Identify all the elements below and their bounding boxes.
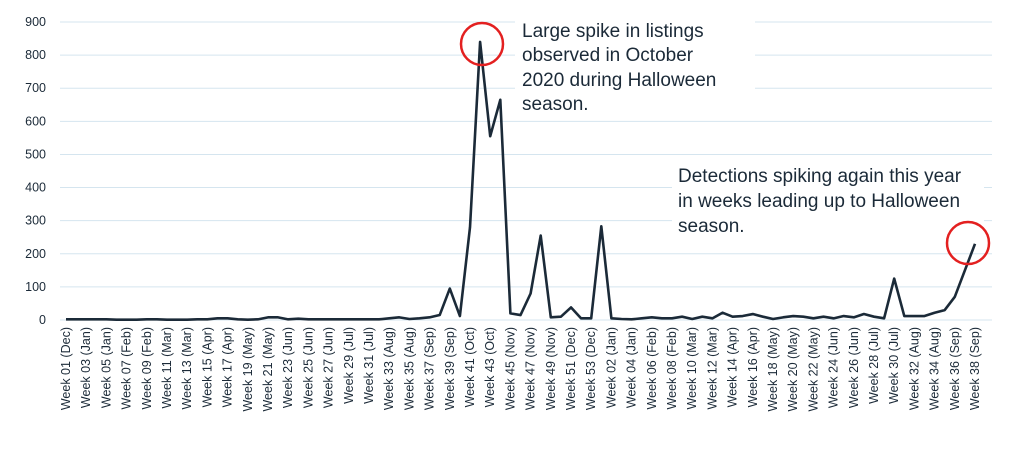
x-tick-label: Week 10 (Mar)	[685, 327, 699, 409]
y-tick-label: 500	[25, 147, 46, 161]
x-tick-label: Week 24 (Jun)	[827, 327, 841, 408]
y-tick-label: 800	[25, 48, 46, 62]
x-tick-label: Week 21 (May)	[261, 327, 275, 412]
x-tick-label: Week 29 (Jul)	[342, 327, 356, 404]
x-tick-label: Week 26 (Jun)	[847, 327, 861, 408]
x-tick-label: Week 31 (Jul)	[362, 327, 376, 404]
x-tick-label: Week 15 (Apr)	[200, 327, 214, 407]
annotation: in weeks leading up to Halloween	[678, 191, 960, 212]
x-tick-label: Week 11 (Mar)	[160, 327, 174, 409]
x-tick-label: Week 25 (Jun)	[301, 327, 315, 408]
x-tick-label: Week 04 (Jan)	[625, 327, 639, 408]
x-tick-label: Week 49 (Nov)	[544, 327, 558, 410]
x-tick-label: Week 53 (Dec)	[584, 327, 598, 410]
x-tick-label: Week 33 (Aug)	[382, 327, 396, 410]
x-tick-label: Week 51 (Dec)	[564, 327, 578, 410]
x-tick-label: Week 22 (May)	[806, 327, 820, 412]
x-tick-label: Week 08 (Feb)	[665, 327, 679, 409]
y-tick-label: 0	[39, 313, 46, 327]
y-tick-label: 900	[25, 15, 46, 29]
x-tick-label: Week 05 (Jan)	[99, 327, 113, 408]
x-tick-label: Week 27 (Jun)	[322, 327, 336, 408]
y-tick-label: 600	[25, 114, 46, 128]
annotation-bg	[515, 8, 755, 116]
y-tick-label: 300	[25, 214, 46, 228]
annotation: Large spike in listings	[522, 21, 704, 42]
x-tick-label: Week 28 (Jul)	[867, 327, 881, 404]
x-tick-label: Week 03 (Jan)	[79, 327, 93, 408]
y-tick-label: 100	[25, 280, 46, 294]
annotation: season.	[678, 216, 745, 237]
x-tick-label: Week 36 (Sep)	[948, 327, 962, 410]
x-tick-label: Week 43 (Oct)	[483, 327, 497, 407]
y-tick-label: 200	[25, 247, 46, 261]
x-tick-label: Week 17 (Apr)	[221, 327, 235, 407]
x-tick-label: Week 41 (Oct)	[463, 327, 477, 407]
annotation: 2020 during Halloween	[522, 70, 716, 91]
x-tick-label: Week 09 (Feb)	[140, 327, 154, 409]
annotation-bg	[672, 160, 984, 236]
x-tick-label: Week 23 (Jun)	[281, 327, 295, 408]
annotation: Detections spiking again this year	[678, 166, 962, 187]
x-tick-label: Week 38 (Sep)	[968, 327, 982, 410]
x-tick-label: Week 30 (Jul)	[887, 327, 901, 404]
annotation: season.	[522, 94, 589, 115]
x-tick-label: Week 37 (Sep)	[423, 327, 437, 410]
x-tick-label: Week 45 (Nov)	[503, 327, 517, 410]
x-tick-label: Week 35 (Aug)	[402, 327, 416, 410]
x-tick-label: Week 01 (Dec)	[59, 327, 73, 410]
x-tick-label: Week 34 (Aug)	[928, 327, 942, 410]
highlight-circle	[945, 220, 991, 266]
x-tick-label: Week 39 (Sep)	[443, 327, 457, 410]
highlight-circle	[459, 21, 505, 67]
x-tick-label: Week 32 (Aug)	[907, 327, 921, 410]
data-line	[66, 40, 977, 321]
y-tick-label: 700	[25, 81, 46, 95]
x-tick-label: Week 18 (May)	[766, 327, 780, 412]
x-tick-label: Week 02 (Jan)	[604, 327, 618, 408]
marks	[66, 40, 977, 321]
x-tick-label: Week 07 (Feb)	[120, 327, 134, 409]
x-tick-label: Week 06 (Feb)	[645, 327, 659, 409]
x-tick-label: Week 14 (Apr)	[726, 327, 740, 407]
annotation: observed in October	[522, 45, 694, 66]
x-tick-label: Week 47 (Nov)	[524, 327, 538, 410]
y-tick-label: 400	[25, 181, 46, 195]
x-tick-label: Week 20 (May)	[786, 327, 800, 412]
x-tick-label: Week 16 (Apr)	[746, 327, 760, 407]
x-tick-label: Week 12 (Mar)	[705, 327, 719, 409]
x-tick-label: Week 19 (May)	[241, 327, 255, 412]
axis: 0 100 200 300 400 500 600 700 800 900 Week 01 (Dec…	[25, 15, 982, 412]
x-tick-label: Week 13 (Mar)	[180, 327, 194, 409]
